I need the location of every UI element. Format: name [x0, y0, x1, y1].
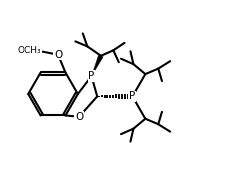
Text: P: P	[88, 71, 95, 81]
Text: OCH₃: OCH₃	[18, 46, 42, 55]
Text: O: O	[54, 50, 62, 60]
Text: O: O	[75, 112, 83, 122]
Text: P: P	[129, 91, 136, 101]
Polygon shape	[92, 55, 103, 76]
